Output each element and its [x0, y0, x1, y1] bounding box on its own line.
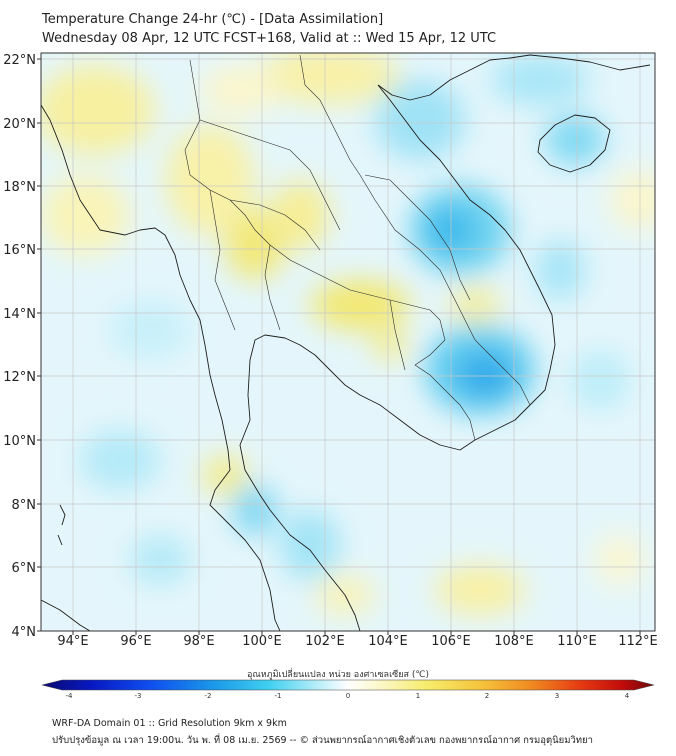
graticule [41, 53, 655, 631]
colorbar-tick: -1 [275, 692, 282, 700]
lat-label: 10°N [3, 434, 36, 449]
lon-label: 100°E [242, 634, 282, 649]
lon-label: 98°E [183, 634, 214, 649]
map-subtitle: Wednesday 08 Apr, 12 UTC FCST+168, Valid… [42, 31, 497, 46]
lat-label: 22°N [3, 53, 36, 68]
lat-label: 20°N [3, 117, 36, 132]
footer-credit: ปรับปรุงข้อมูล ณ เวลา 19:00น. วัน พ. ที่… [52, 735, 593, 746]
lat-label: 8°N [12, 498, 37, 513]
lat-label: 16°N [3, 243, 36, 258]
map-title: Temperature Change 24-hr (℃) - [Data Ass… [42, 12, 384, 27]
lat-label: 18°N [3, 180, 36, 195]
colorbar-ticks: -4 -3 -2 -1 0 1 2 3 4 [66, 692, 630, 700]
lat-labels: 22°N 20°N 18°N 16°N 14°N 12°N 10°N 8°N 6… [3, 53, 36, 640]
map-frame [40, 52, 656, 632]
lon-label: 106°E [431, 634, 471, 649]
lon-labels: 94°E 96°E 98°E 100°E 102°E 104°E 106°E 1… [57, 634, 657, 649]
temperature-field [41, 53, 655, 631]
coastlines [41, 54, 651, 631]
colorbar-tick: 1 [416, 692, 420, 700]
lon-label: 102°E [305, 634, 345, 649]
lon-label: 94°E [57, 634, 88, 649]
lat-label: 4°N [12, 625, 37, 640]
colorbar-tick: 2 [485, 692, 489, 700]
temperature-map: 94°E 96°E 98°E 100°E 102°E 104°E 106°E 1… [3, 52, 658, 649]
colorbar-bar [41, 679, 655, 691]
colorbar-tick: 3 [555, 692, 559, 700]
colorbar-tick: -4 [66, 692, 74, 700]
colorbar-tick: 4 [625, 692, 630, 700]
colorbar: -4 -3 -2 -1 0 1 2 3 4 [41, 679, 655, 700]
lat-label: 6°N [12, 561, 37, 576]
tick-marks [37, 58, 641, 635]
footer-model-info: WRF-DA Domain 01 :: Grid Resolution 9km … [52, 718, 287, 729]
colorbar-tick: 0 [346, 692, 350, 700]
colorbar-tick: -3 [135, 692, 142, 700]
lon-label: 112°E [618, 634, 658, 649]
lon-label: 110°E [557, 634, 597, 649]
lat-label: 12°N [3, 370, 36, 385]
colorbar-title: อุณหภูมิเปลี่ยนแปลง หน่วย องศาเซลเซียส (… [246, 670, 430, 680]
colorbar-tick: -2 [205, 692, 212, 700]
lon-label: 104°E [368, 634, 408, 649]
admin-borders [184, 54, 531, 441]
lon-label: 108°E [494, 634, 534, 649]
lat-label: 14°N [3, 307, 36, 322]
lon-label: 96°E [120, 634, 151, 649]
